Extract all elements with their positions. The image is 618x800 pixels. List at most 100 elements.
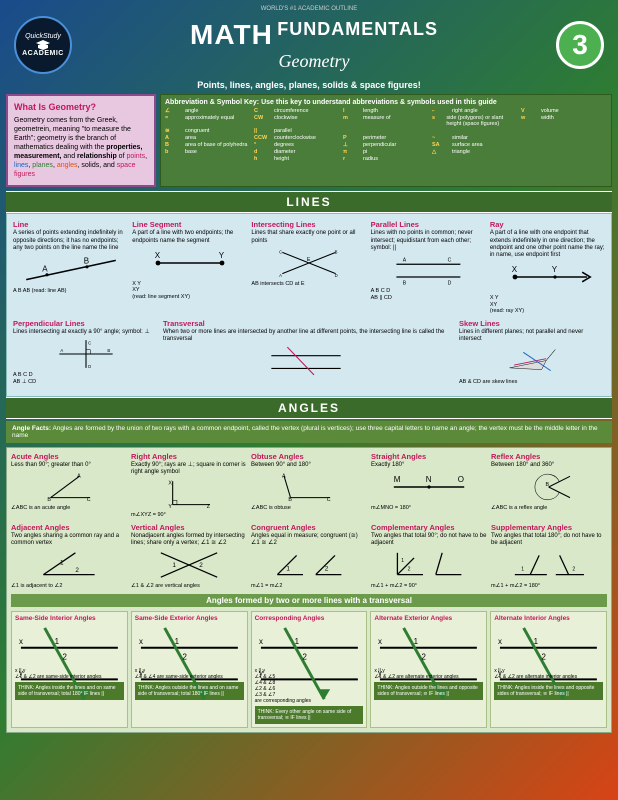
- key-item: [521, 156, 607, 162]
- svg-text:1: 1: [286, 566, 290, 573]
- concept-card: Intersecting LinesLines that share exact…: [251, 220, 366, 315]
- svg-text:x: x: [19, 637, 23, 646]
- key-box: Abbreviation & Symbol Key: Use this key …: [160, 94, 612, 187]
- svg-text:1: 1: [521, 567, 524, 573]
- card-title: Obtuse Angles: [251, 452, 367, 461]
- card-caption: AB & CD are skew lines: [459, 379, 605, 386]
- svg-text:N: N: [426, 475, 432, 484]
- card-caption: ∠ABC is obtuse: [251, 505, 367, 512]
- transversal-card: Same-Side Exterior Anglesxy12x || y∠3 & …: [131, 611, 248, 728]
- svg-text:x: x: [139, 637, 143, 646]
- card-diagram: B: [491, 471, 607, 503]
- intro-title: What Is Geometry?: [14, 102, 148, 114]
- intro-body: Geometry comes from the Greek, geometrei…: [14, 116, 148, 180]
- svg-text:x: x: [259, 637, 263, 646]
- card-desc: Two angles that total 180°; do not have …: [491, 533, 607, 547]
- svg-text:A: A: [403, 258, 407, 264]
- title-block: MATH FUNDAMENTALS Geometry: [80, 19, 548, 72]
- key-item: CWclockwise: [254, 115, 340, 127]
- key-item: llength: [343, 108, 429, 114]
- svg-text:B: B: [48, 497, 52, 503]
- svg-text:O: O: [458, 475, 464, 484]
- concept-card: TransversalWhen two or more lines are in…: [163, 319, 455, 386]
- svg-text:X: X: [169, 481, 173, 487]
- key-item: wwidth: [521, 115, 607, 127]
- card-title: Ray: [490, 220, 605, 229]
- card-diagram: M N O: [371, 471, 487, 503]
- key-item: ∠angle: [165, 108, 251, 114]
- card-title: Adjacent Angles: [11, 523, 127, 532]
- card-diagram: XY: [132, 247, 247, 279]
- svg-text:C: C: [327, 497, 331, 503]
- tcard-title: Alternate Interior Angles: [494, 615, 603, 622]
- card-desc: Two angles sharing a common ray and a co…: [11, 533, 127, 547]
- svg-text:C: C: [447, 258, 451, 264]
- angle-facts-desc: Angles are formed by the union of two ra…: [12, 425, 598, 439]
- card-title: Straight Angles: [371, 452, 487, 461]
- card-caption: m∠1 + m∠2 = 90°: [371, 583, 487, 590]
- svg-text:A: A: [78, 473, 82, 479]
- card-title: Reflex Angles: [491, 452, 607, 461]
- svg-text:2: 2: [324, 566, 328, 573]
- svg-text:Z: Z: [207, 504, 211, 510]
- card-title: Complementary Angles: [371, 523, 487, 532]
- svg-text:2: 2: [407, 567, 410, 573]
- concept-card: Straight AnglesExactly 180°MNOm∠MNO = 18…: [371, 452, 487, 519]
- svg-text:x: x: [498, 637, 502, 646]
- concept-card: Right AnglesExactly 90°; rays are ⊥; squ…: [131, 452, 247, 519]
- concept-card: Skew LinesLines in different planes; not…: [459, 319, 605, 386]
- edition-number: 3: [556, 21, 604, 69]
- key-item: °degrees: [254, 142, 340, 148]
- card-title: Line Segment: [132, 220, 247, 229]
- transversal-card: Same-Side Interior Anglesxy12x || y∠1 & …: [11, 611, 128, 728]
- angles-bar: ANGLES: [6, 397, 612, 419]
- tcard-title: Same-Side Exterior Angles: [135, 615, 244, 622]
- title-main: MATH: [190, 19, 273, 50]
- svg-text:B: B: [403, 281, 407, 286]
- card-desc: Lines with no points in common; never in…: [371, 230, 486, 252]
- key-item: ||parallel: [254, 128, 340, 134]
- key-item: [521, 128, 607, 134]
- top-row: What Is Geometry? Geometry comes from th…: [6, 94, 612, 187]
- tcard-diagram: xy12: [135, 624, 244, 666]
- svg-text:x: x: [378, 637, 382, 646]
- card-desc: Less than 90°; greater than 0°: [11, 462, 127, 469]
- svg-text:E: E: [307, 257, 311, 263]
- card-diagram: ABCD: [13, 338, 159, 370]
- concept-card: Reflex AnglesBetween 180° and 360° B ∠ABC …: [491, 452, 607, 519]
- card-title: Intersecting Lines: [251, 220, 366, 229]
- angles-box: Acute AnglesLess than 90°; greater than …: [6, 447, 612, 733]
- card-desc: Between 180° and 360°: [491, 462, 607, 469]
- card-caption: ∠1 is adjacent to ∠2: [11, 583, 127, 590]
- card-diagram: 12: [131, 549, 247, 581]
- concept-card: Acute AnglesLess than 90°; greater than …: [11, 452, 127, 519]
- angles-row2: Adjacent AnglesTwo angles sharing a comm…: [11, 523, 607, 590]
- card-caption: A B AB (read: line AB): [13, 288, 128, 295]
- svg-text:2: 2: [62, 652, 66, 661]
- quickstudy-badge: QuickStudy ACADEMIC: [14, 16, 72, 74]
- card-caption: AB intersects CD at E: [251, 281, 366, 288]
- key-item: Ccircumference: [254, 108, 340, 114]
- key-item: ≅congruent: [165, 128, 251, 134]
- key-item: Pperimeter: [343, 135, 429, 141]
- angle-facts-title: Angle Facts:: [12, 425, 51, 432]
- card-diagram: 12: [251, 549, 367, 581]
- svg-text:Y: Y: [552, 265, 558, 274]
- key-item: [165, 156, 251, 162]
- key-item: bbase: [165, 149, 251, 155]
- card-caption: ∠ABC is a reflex angle: [491, 505, 607, 512]
- card-diagram: 12: [11, 549, 127, 581]
- tagline: Points, lines, angles, planes, solids & …: [6, 80, 612, 90]
- card-desc: Nonadjacent angles formed by intersectin…: [131, 533, 247, 547]
- card-diagram: 12: [491, 549, 607, 581]
- lines-row1: LineA series of points extending indefin…: [13, 220, 605, 315]
- key-item: Barea of base of polyhedra: [165, 142, 251, 148]
- svg-text:M: M: [394, 475, 401, 484]
- key-grid: ∠angleCcircumferencellength⌐right angleV…: [165, 108, 607, 162]
- card-desc: Exactly 90°; rays are ⊥; square in corne…: [131, 462, 247, 476]
- svg-text:1: 1: [294, 637, 299, 646]
- card-desc: Exactly 180°: [371, 462, 487, 469]
- card-desc: Lines intersecting at exactly a 90° angl…: [13, 329, 159, 336]
- svg-text:2: 2: [75, 567, 79, 574]
- svg-text:1: 1: [60, 560, 64, 567]
